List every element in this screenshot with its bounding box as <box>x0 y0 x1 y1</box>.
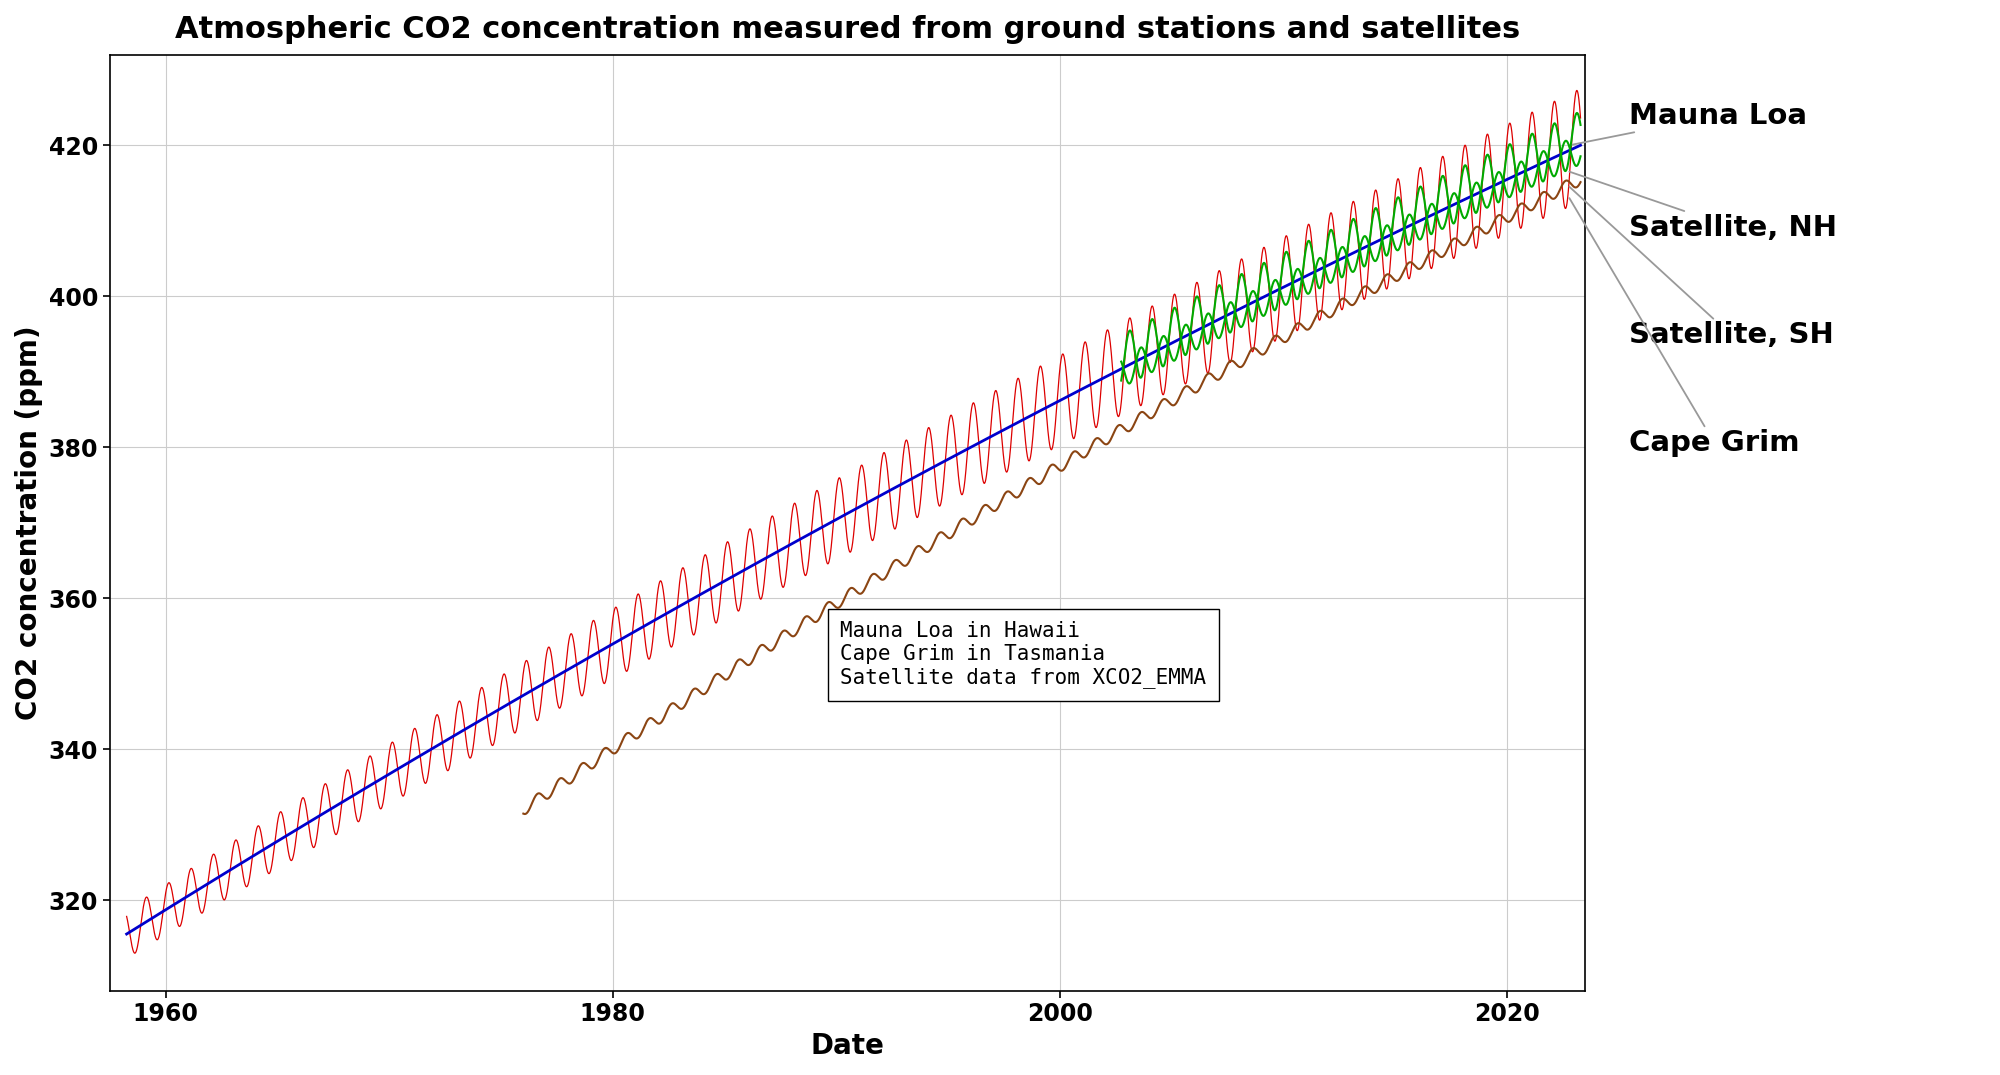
Text: Cape Grim: Cape Grim <box>1570 198 1800 457</box>
Text: Satellite, SH: Satellite, SH <box>1570 187 1834 349</box>
Text: Satellite, NH: Satellite, NH <box>1570 172 1838 242</box>
Text: Mauna Loa: Mauna Loa <box>1570 101 1808 145</box>
Y-axis label: CO2 concentration (ppm): CO2 concentration (ppm) <box>14 326 42 720</box>
Text: Mauna Loa in Hawaii
Cape Grim in Tasmania
Satellite data from XCO2_EMMA: Mauna Loa in Hawaii Cape Grim in Tasmani… <box>840 621 1206 688</box>
Title: Atmospheric CO2 concentration measured from ground stations and satellites: Atmospheric CO2 concentration measured f… <box>174 15 1520 44</box>
X-axis label: Date: Date <box>810 1032 884 1060</box>
